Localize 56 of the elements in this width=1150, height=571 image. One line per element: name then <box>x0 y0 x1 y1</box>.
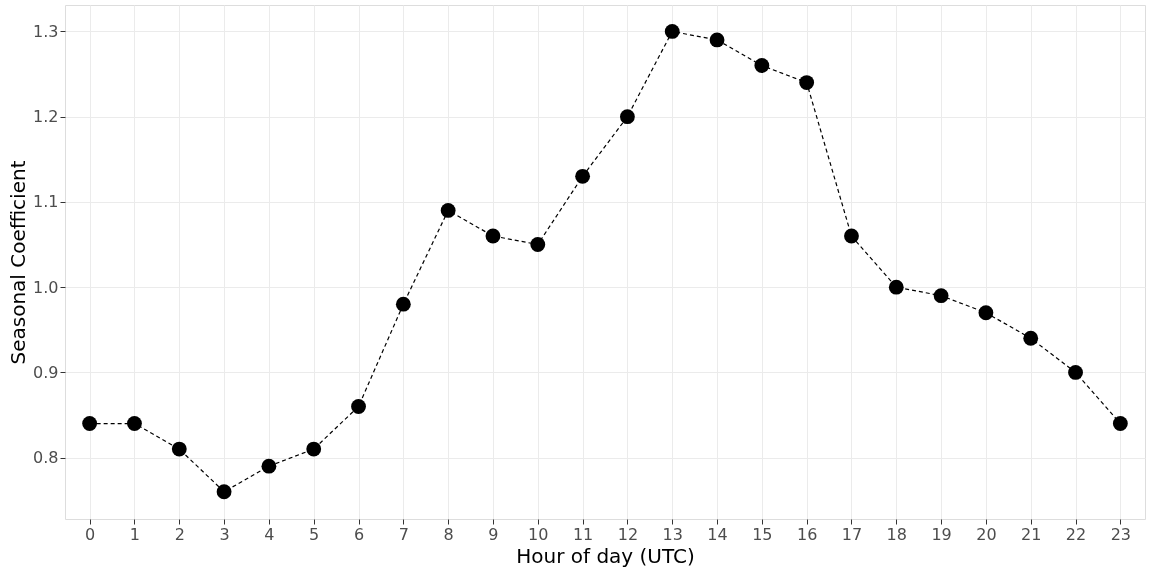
point <box>619 109 635 125</box>
point <box>754 58 770 73</box>
point <box>171 441 187 457</box>
point <box>844 228 859 244</box>
point <box>440 203 456 218</box>
x-tick-label: 0 <box>85 524 96 544</box>
x-tick-label: 20 <box>976 524 997 544</box>
x-tick-label: 11 <box>572 524 594 544</box>
x-tick-label: 8 <box>443 524 454 544</box>
point <box>1068 364 1083 380</box>
point <box>485 228 501 244</box>
y-tick-label: 1.1 <box>33 192 59 212</box>
point <box>799 75 815 90</box>
point <box>978 305 994 321</box>
x-tick-label: 1 <box>129 524 141 544</box>
x-tick-label: 15 <box>752 524 773 544</box>
x-tick-label: 13 <box>662 524 683 544</box>
y-tick-label: 1.0 <box>33 277 59 297</box>
point <box>216 484 232 500</box>
x-tick-label: 17 <box>841 524 863 544</box>
point <box>575 168 591 184</box>
point <box>664 24 680 39</box>
y-tick-label: 1.3 <box>33 21 59 41</box>
point <box>709 32 725 48</box>
x-tick-label: 5 <box>309 524 320 544</box>
point <box>530 237 546 252</box>
point <box>82 416 98 431</box>
x-tick-label: 19 <box>931 524 952 544</box>
x-tick-label: 18 <box>886 524 907 544</box>
x-tick-label: 16 <box>796 524 818 544</box>
y-tick-label: 0.8 <box>33 448 59 468</box>
x-tick-label: 21 <box>1021 524 1042 544</box>
y-tick-label: 1.2 <box>33 107 59 127</box>
x-tick-label: 22 <box>1065 524 1087 544</box>
point <box>933 288 949 304</box>
point <box>395 296 411 312</box>
point <box>1112 416 1128 431</box>
x-tick-label: 4 <box>264 524 275 544</box>
point <box>351 399 366 414</box>
point <box>888 279 904 295</box>
point <box>306 441 322 457</box>
x-tick-label: 2 <box>174 524 185 544</box>
x-tick-label: 10 <box>528 524 549 544</box>
y-axis-title: Seasonal Coefficient <box>6 160 31 365</box>
point <box>1023 330 1039 346</box>
x-tick-label: 9 <box>488 524 499 544</box>
x-tick-label: 12 <box>617 524 639 544</box>
x-tick-label: 6 <box>353 524 365 544</box>
x-tick-label: 23 <box>1110 524 1132 544</box>
x-axis-title: Hour of day (UTC) <box>516 543 695 568</box>
point <box>127 416 142 431</box>
x-tick-label: 3 <box>219 524 230 544</box>
y-tick-label: 0.9 <box>33 362 59 382</box>
point <box>261 458 277 474</box>
x-tick-label: 7 <box>398 524 409 544</box>
x-tick-label: 14 <box>707 524 728 544</box>
